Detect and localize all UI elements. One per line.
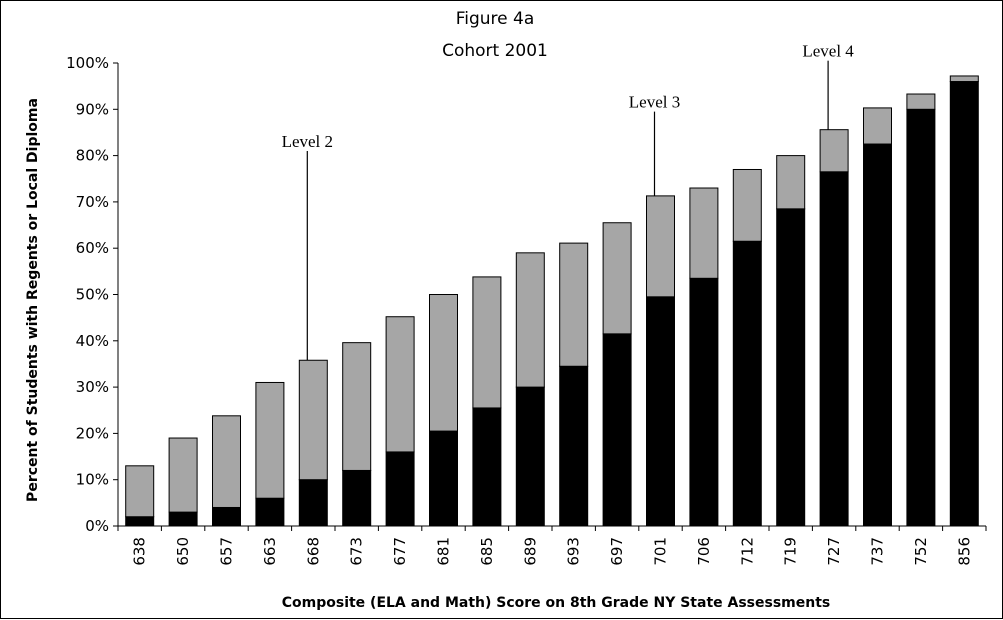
- x-tick-label: 689: [521, 537, 539, 566]
- x-tick-label: 727: [825, 537, 843, 566]
- x-tick-label: 638: [131, 537, 149, 566]
- y-axis-label: Percent of Students with Regents or Loca…: [25, 98, 41, 502]
- y-tick-label: 100%: [66, 54, 109, 72]
- chart-subtitle: Cohort 2001: [442, 41, 548, 61]
- y-tick-label: 20%: [76, 424, 109, 442]
- chart-title: Figure 4a: [456, 9, 535, 29]
- x-tick-label: 685: [478, 537, 496, 566]
- bar-segment-black: [298, 479, 328, 527]
- x-tick-label: 681: [435, 537, 453, 566]
- bar-segment-gray: [212, 415, 241, 508]
- bar-segment-black: [559, 365, 589, 527]
- bar-segment-black: [168, 511, 198, 527]
- bar-segment-gray: [602, 222, 632, 335]
- x-tick-label: 752: [912, 537, 930, 566]
- bar-segment-black: [776, 208, 806, 527]
- y-tick-label: 10%: [76, 471, 109, 489]
- y-axis: 0% 10% 20% 30% 40% 50% 60% 70% 80% 90% 100%: [66, 54, 119, 535]
- y-tick-label: 70%: [76, 193, 109, 211]
- y-tick-label: 30%: [76, 378, 109, 396]
- bar-segment-gray: [732, 168, 762, 242]
- bar-segment-black: [689, 277, 719, 527]
- y-tick-label: 90%: [76, 100, 109, 118]
- bar-segment-black: [125, 516, 155, 527]
- x-axis-label: Composite (ELA and Math) Score on 8th Gr…: [282, 595, 831, 611]
- bar-segment-gray: [949, 75, 979, 83]
- x-tick-label: 719: [782, 537, 800, 566]
- level-label: Level 3: [629, 93, 680, 112]
- x-tick-label: 706: [695, 537, 713, 566]
- x-tick-label: 701: [652, 537, 670, 566]
- x-tick-label: 663: [261, 537, 279, 566]
- x-tick-label: 737: [869, 537, 887, 566]
- bar-segment-gray: [168, 437, 198, 513]
- bar-segment-black: [472, 407, 502, 527]
- x-tick-label: 673: [348, 537, 366, 566]
- x-tick-label: 856: [955, 537, 973, 566]
- bar-segment-gray: [906, 93, 936, 110]
- bar-segment-gray: [472, 276, 502, 409]
- x-tick-label: 657: [218, 537, 236, 566]
- bar-segment-black: [646, 296, 675, 527]
- bar-segment-black: [732, 240, 762, 527]
- bar-segment-gray: [646, 195, 675, 298]
- bar-segment-black: [342, 469, 372, 527]
- x-tick-label: 677: [391, 537, 409, 566]
- bar-segment-black: [602, 333, 632, 527]
- x-tick-label: 693: [565, 537, 583, 566]
- bar-segment-gray: [819, 129, 849, 173]
- level-label: Level 4: [802, 42, 854, 61]
- bar-segment-gray: [429, 294, 458, 432]
- x-axis: 638 650 657 663 668 673 677 681 685 689 693 697 701 7…: [117, 525, 987, 566]
- bar-segment-black: [255, 497, 285, 527]
- bar-segment-gray: [298, 359, 328, 481]
- bar-segment-gray: [255, 381, 285, 499]
- bar-segment-black: [212, 506, 241, 527]
- bar-segment-black: [949, 81, 979, 527]
- y-tick-label: 60%: [76, 239, 109, 257]
- bar-segment-gray: [689, 187, 719, 279]
- bar-segment-black: [863, 143, 892, 527]
- bar-segment-gray: [559, 242, 589, 367]
- x-tick-label: 712: [738, 537, 756, 566]
- bar-segment-black: [906, 108, 936, 527]
- bar-segment-gray: [125, 465, 155, 518]
- level-annotations: Level 2 Level 3 Level 4: [282, 42, 854, 361]
- x-tick-label: 697: [608, 537, 626, 566]
- bar-segment-gray: [776, 155, 806, 210]
- bar-segment-gray: [515, 252, 545, 388]
- bar-segment-gray: [863, 107, 892, 145]
- bar-segment-black: [429, 430, 458, 527]
- level-label: Level 2: [282, 132, 333, 151]
- y-tick-label: 40%: [76, 332, 109, 350]
- bar-segment-gray: [385, 316, 415, 453]
- bar-segment-gray: [342, 342, 372, 471]
- x-tick-label: 668: [304, 537, 322, 566]
- bar-segment-black: [385, 451, 415, 527]
- y-tick-label: 50%: [76, 286, 109, 304]
- x-tick-label: 650: [174, 537, 192, 566]
- bar-segment-black: [819, 171, 849, 527]
- bars-group: [125, 75, 979, 527]
- bar-segment-black: [515, 386, 545, 527]
- y-tick-label: 80%: [76, 147, 109, 165]
- y-tick-label: 0%: [85, 517, 109, 535]
